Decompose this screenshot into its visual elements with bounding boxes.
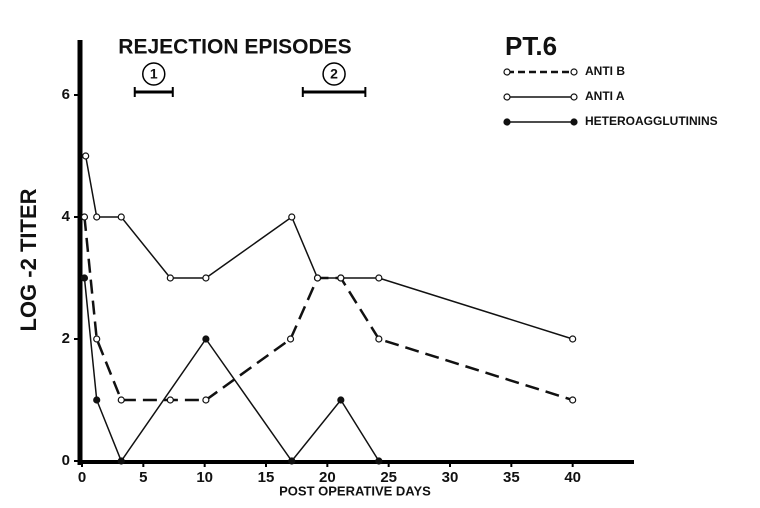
point: [337, 396, 345, 404]
x-tick-label: 25: [380, 469, 397, 486]
x-tick-label: 0: [78, 469, 86, 486]
legend-marker: [503, 68, 511, 76]
episode-label: 1: [150, 66, 158, 82]
point: [286, 335, 295, 343]
legend-marker: [570, 68, 578, 76]
x-tick-label: 30: [442, 469, 459, 486]
legend-marker: [503, 118, 511, 126]
point: [202, 335, 210, 343]
line: [83, 216, 574, 402]
y-tick-label: 0: [62, 452, 70, 469]
point: [117, 457, 125, 465]
x-tick-label: 35: [503, 469, 520, 486]
legend-label: HETEROAGGLUTININS: [585, 114, 718, 128]
episode-label: 2: [330, 66, 338, 82]
line: [84, 155, 573, 340]
x-axis-label: POST OPERATIVE DAYS: [279, 483, 431, 498]
line: [83, 277, 380, 463]
x-tick-label: 20: [319, 469, 336, 486]
legend-marker: [570, 93, 578, 101]
x-tick-label: 10: [196, 469, 213, 486]
x-tick-label: 15: [258, 469, 275, 486]
y-tick-label: 2: [62, 330, 70, 347]
point: [93, 396, 101, 404]
point: [313, 274, 322, 282]
point: [375, 274, 383, 282]
point: [93, 213, 101, 221]
point: [569, 396, 577, 404]
legend-marker: [503, 93, 511, 101]
point: [80, 213, 89, 221]
x-tick-label: 5: [139, 469, 147, 486]
point: [202, 274, 210, 282]
y-axis-label: LOG -2 TITER: [16, 188, 41, 331]
legend-label: ANTI A: [585, 89, 625, 103]
annotation: REJECTION EPISODES: [118, 36, 351, 59]
point: [288, 213, 296, 221]
point: [93, 335, 101, 343]
point: [337, 274, 345, 282]
point: [202, 396, 210, 404]
point: [166, 396, 174, 404]
point: [80, 274, 89, 282]
legend-label: ANTI B: [585, 64, 625, 78]
legend-marker: [570, 118, 578, 126]
point: [569, 335, 577, 343]
episode-circle: [322, 62, 346, 86]
point: [375, 457, 383, 465]
point: [375, 335, 383, 343]
point: [117, 213, 125, 221]
y-tick-label: 4: [62, 208, 71, 225]
chart-title: PT.6: [505, 31, 557, 61]
episode-circle: [142, 62, 166, 86]
point: [288, 457, 296, 465]
y-tick-label: 6: [62, 86, 70, 103]
point: [166, 274, 174, 282]
point: [82, 152, 90, 160]
point: [117, 396, 125, 404]
x-tick-label: 40: [564, 469, 581, 486]
